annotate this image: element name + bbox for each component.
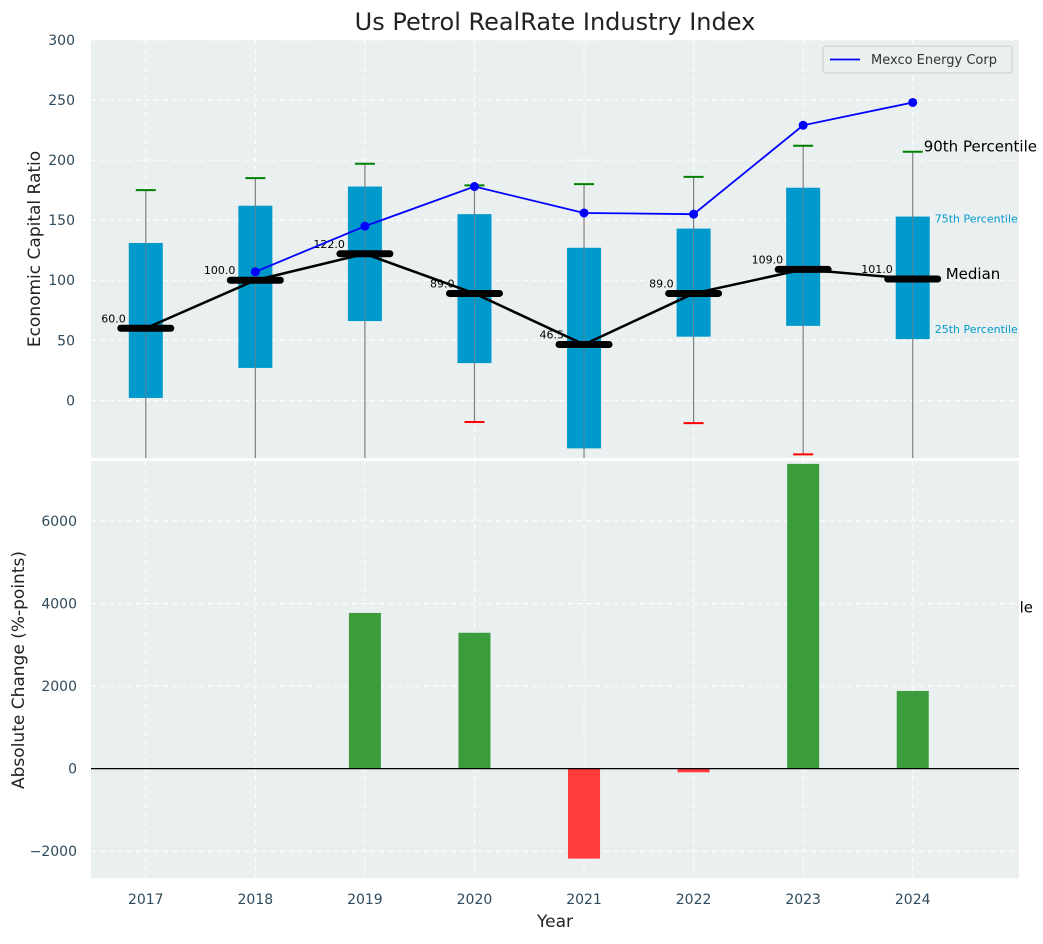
bottom-y-tick-label: 6000 <box>41 514 77 530</box>
bottom-y-ticks: −2000 0 2000 4000 6000 <box>30 514 77 860</box>
x-tick-label: 2017 <box>128 892 164 908</box>
company-point <box>798 120 808 130</box>
company-line-group <box>250 97 918 277</box>
bottom-y-tick-label: 0 <box>68 762 77 778</box>
change-bar <box>787 463 820 769</box>
chart-title: Us Petrol RealRate Industry Index <box>355 8 756 36</box>
legend: Mexco Energy Corp <box>822 45 1013 74</box>
median-value-label: 60.0 <box>101 312 126 325</box>
top-y-tick-label: 300 <box>48 33 75 49</box>
box-plots: 60.0 100.0 122.0 89.0 46.5 89.0 109.0 101.0 <box>101 144 942 458</box>
x-axis-label: Year <box>536 912 573 932</box>
median-value-label: 100.0 <box>204 264 236 277</box>
top-y-tick-label: 50 <box>57 333 75 349</box>
median-line <box>145 252 913 346</box>
bottom-panel-background <box>91 461 1019 878</box>
median-label: Median <box>946 265 1001 283</box>
bottom-y-tick-label: 4000 <box>41 596 77 612</box>
change-bar <box>348 612 381 769</box>
median-value-label: 101.0 <box>861 263 893 276</box>
median-value-label: 122.0 <box>313 238 345 251</box>
top-y-ticks: 0 50 100 150 200 250 300 <box>48 33 75 409</box>
legend-frame <box>822 45 1013 74</box>
x-tick-label: 2020 <box>457 892 493 908</box>
company-point <box>360 221 370 231</box>
median-value-label: 46.5 <box>540 328 565 341</box>
median-value-label: 89.0 <box>430 277 455 290</box>
company-point <box>250 267 260 277</box>
company-point <box>908 97 918 107</box>
x-tick-label: 2018 <box>238 892 274 908</box>
x-tick-label: 2022 <box>676 892 712 908</box>
clipped-annotation: le <box>1020 599 1033 617</box>
company-point <box>689 209 699 219</box>
p25-label: 25th Percentile <box>935 323 1018 336</box>
top-y-axis-label: Economic Capital Ratio <box>25 151 45 347</box>
company-point <box>579 208 589 218</box>
company-point <box>469 182 479 192</box>
x-tick-label: 2023 <box>785 892 821 908</box>
change-bar <box>677 768 710 773</box>
p75-label: 75th Percentile <box>935 213 1018 226</box>
median-value-label: 89.0 <box>649 277 674 290</box>
change-bar <box>568 768 601 859</box>
x-tick-labels: 2017 2018 2019 2020 2021 2022 2023 2024 <box>128 892 931 908</box>
top-y-tick-label: 0 <box>66 393 75 409</box>
bottom-y-tick-label: −2000 <box>30 844 77 860</box>
top-panel: 0 50 100 150 200 250 300 60.0 100.0 122.0 89.0 46.… <box>25 33 1037 458</box>
change-bar <box>458 632 491 769</box>
median-value-label: 109.0 <box>752 253 784 266</box>
percentile-annotations: 90th Percentile 75th Percentile Median 2… <box>924 138 1037 336</box>
change-bars <box>348 463 929 859</box>
p90-label: 90th Percentile <box>924 138 1037 156</box>
bottom-y-tick-label: 2000 <box>41 679 77 695</box>
top-y-tick-label: 200 <box>48 153 75 169</box>
top-y-tick-label: 250 <box>48 93 75 109</box>
change-bar <box>896 690 929 769</box>
bottom-y-axis-label: Absolute Change (%-points) <box>9 551 29 789</box>
x-tick-label: 2019 <box>347 892 383 908</box>
top-y-tick-label: 100 <box>48 273 75 289</box>
top-panel-background <box>91 40 1019 458</box>
x-tick-label: 2024 <box>895 892 931 908</box>
legend-label: Mexco Energy Corp <box>871 53 997 68</box>
top-y-tick-label: 150 <box>48 213 75 229</box>
x-tick-label: 2021 <box>566 892 602 908</box>
